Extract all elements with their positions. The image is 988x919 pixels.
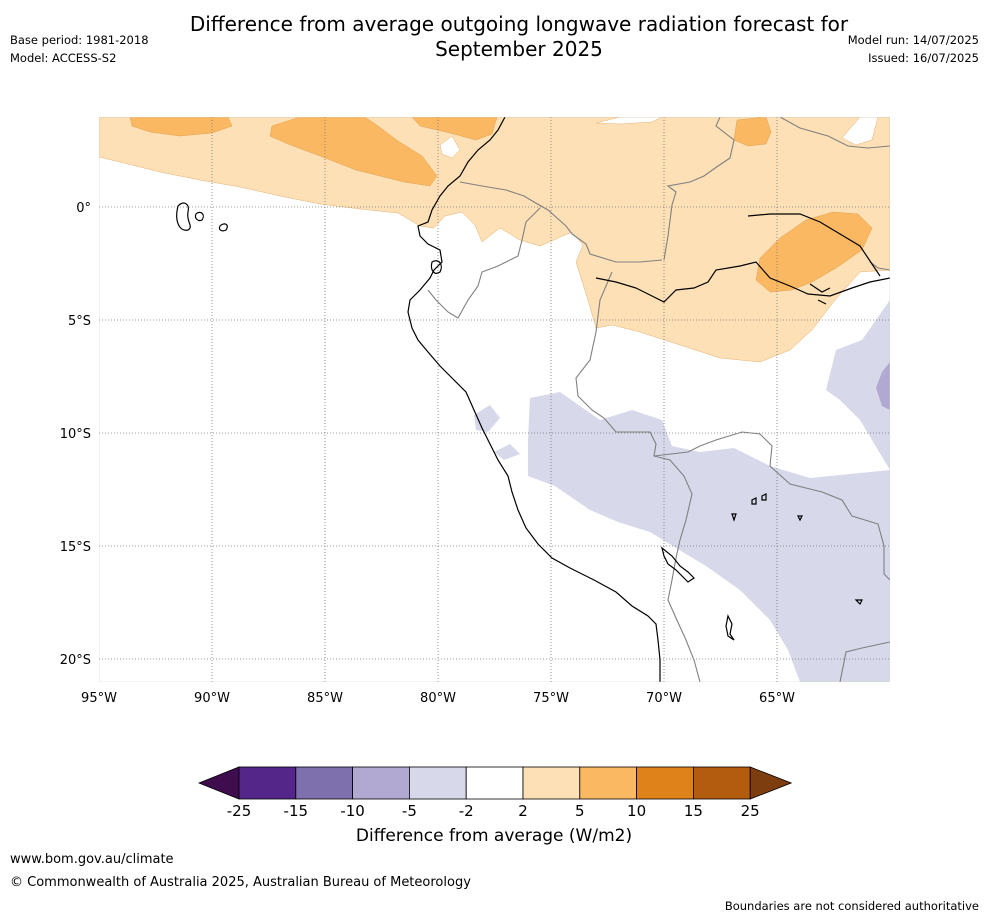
anomaly-region-orange-3	[411, 117, 498, 141]
colorbar-swatches	[197, 766, 793, 800]
lake-poopo	[725, 614, 735, 641]
gulf-island	[430, 260, 442, 274]
colorbar-swatch	[295, 766, 353, 800]
meta-right: Model run: 14/07/2025 Issued: 16/07/2025	[848, 31, 979, 67]
border-ecuador-peru	[427, 207, 541, 319]
colorbar-swatch	[465, 766, 524, 800]
lon-tick-label: 65°W	[759, 691, 795, 706]
border-peru-brazil-bolivia	[575, 271, 701, 682]
colorbar-tick-label: -25	[227, 802, 252, 820]
anomaly-gap-2	[439, 135, 461, 159]
colorbar-tick-label: 10	[627, 802, 646, 820]
river-amazon	[595, 261, 890, 303]
lake	[761, 493, 767, 501]
colorbar-extend-low	[197, 766, 240, 800]
model-run-text: Model run: 14/07/2025	[847, 33, 979, 47]
colorbar-swatch	[352, 766, 410, 800]
lon-tick-label: 80°W	[420, 691, 456, 706]
colorbar-swatch	[522, 766, 581, 800]
colorbar-tick-label: 2	[518, 802, 528, 820]
lon-tick-label: 70°W	[646, 691, 682, 706]
colorbar-tick-label: -2	[459, 802, 474, 820]
river-negro	[747, 213, 881, 277]
colorbar-tick-label: -15	[284, 802, 309, 820]
anomaly-region-light-purple-4	[494, 444, 520, 460]
colorbar-tick-label: -10	[340, 802, 365, 820]
lake	[731, 513, 737, 522]
country-borders	[427, 117, 890, 682]
anomaly-region-orange-1	[129, 117, 233, 137]
anomaly-region-orange-2	[269, 117, 438, 187]
galapagos-island	[194, 211, 204, 222]
colorbar-swatch	[693, 766, 751, 800]
chart-title: Difference from average outgoing longwav…	[189, 12, 849, 61]
footer-url: www.bom.gov.au/climate	[10, 852, 174, 867]
anomaly-gap-3	[841, 117, 879, 146]
footer-copyright: © Commonwealth of Australia 2025, Austra…	[10, 875, 471, 890]
colorbar-tick-label: 25	[741, 802, 760, 820]
anomaly-region-light-purple-2	[826, 300, 890, 470]
river-islands	[809, 283, 831, 305]
colorbar: -25 -15 -10 -5 -2 2 5 10 15 25	[197, 766, 793, 820]
border-colombia-peru	[459, 181, 663, 263]
coastline-pacific	[407, 117, 661, 682]
border-venezuela	[779, 117, 890, 149]
lake	[797, 515, 803, 522]
lat-tick-label: 0°	[76, 201, 91, 216]
lon-tick-label: 75°W	[533, 691, 569, 706]
lake	[751, 497, 757, 505]
colorbar-tick-label: 15	[684, 802, 703, 820]
anomaly-region-orange-4	[733, 117, 772, 147]
issued-text: Issued: 16/07/2025	[868, 51, 979, 65]
border-colombia-brazil	[663, 117, 735, 261]
lake	[854, 599, 863, 606]
footer-disclaimer: Boundaries are not considered authoritat…	[724, 899, 979, 913]
anomaly-region-purple	[876, 362, 890, 410]
lon-tick-label: 95°W	[81, 691, 117, 706]
anomaly-gap-1	[595, 117, 663, 125]
lon-tick-label: 85°W	[307, 691, 343, 706]
colorbar-swatch	[238, 766, 297, 800]
colorbar-extend-high	[749, 766, 793, 800]
colorbar-tick-labels: -25 -15 -10 -5 -2 2 5 10 15 25	[227, 802, 760, 820]
lon-tick-label: 90°W	[194, 691, 230, 706]
lake-titicaca	[660, 546, 695, 583]
galapagos-island	[218, 223, 228, 232]
lat-tick-label: 15°S	[60, 540, 91, 555]
lon-tick-labels: 95°W 90°W 85°W 80°W 75°W 70°W 65°W	[81, 691, 795, 706]
colorbar-label: Difference from average (W/m2)	[355, 826, 633, 846]
colorbar-swatch	[579, 766, 637, 800]
base-period-text: Base period: 1981-2018	[10, 33, 149, 47]
lat-tick-label: 10°S	[60, 427, 91, 442]
model-text: Model: ACCESS-S2	[10, 51, 117, 65]
coastlines	[176, 117, 890, 682]
galapagos-island	[176, 202, 191, 231]
colorbar-swatch	[636, 766, 694, 800]
lat-tick-label: 5°S	[68, 314, 91, 329]
anomaly-region-light-purple	[528, 392, 890, 682]
gridlines	[99, 117, 890, 682]
lat-tick-labels: 0° 5°S 10°S 15°S 20°S	[60, 201, 91, 668]
border-paraguay	[839, 641, 890, 682]
colorbar-tick-label: 5	[575, 802, 585, 820]
anomaly-region-light-orange	[99, 117, 890, 363]
colorbar-tick-label: -5	[402, 802, 417, 820]
map-panel	[99, 117, 890, 682]
colorbar-swatch	[408, 766, 467, 800]
border-bolivia-brazil	[653, 431, 890, 581]
meta-left: Base period: 1981-2018 Model: ACCESS-S2	[10, 31, 149, 67]
lat-tick-label: 20°S	[60, 653, 91, 668]
